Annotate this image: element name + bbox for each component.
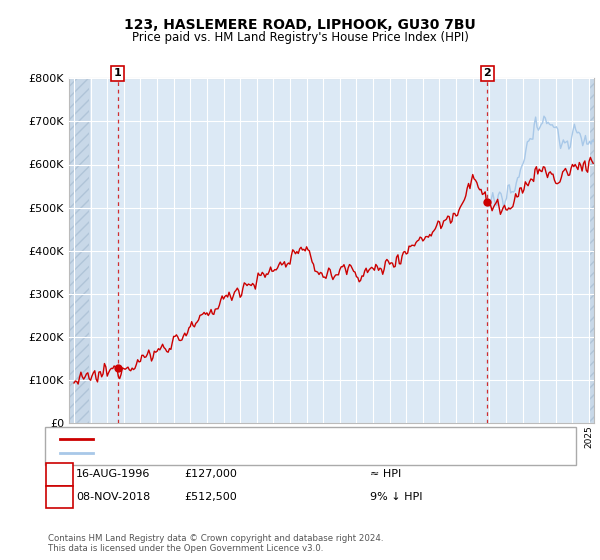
Text: 123, HASLEMERE ROAD, LIPHOOK, GU30 7BU (detached house): 123, HASLEMERE ROAD, LIPHOOK, GU30 7BU (…: [99, 433, 410, 444]
Text: HPI: Average price, detached house, East Hampshire: HPI: Average price, detached house, East…: [99, 448, 357, 458]
Bar: [590, 78, 594, 423]
Text: 2: 2: [483, 68, 491, 78]
Text: 1: 1: [113, 68, 121, 78]
Text: £127,000: £127,000: [184, 469, 237, 479]
Text: 16-AUG-1996: 16-AUG-1996: [76, 469, 151, 479]
Text: 9% ↓ HPI: 9% ↓ HPI: [370, 492, 422, 502]
Bar: [69, 78, 89, 423]
Bar: [69, 78, 89, 423]
Text: Price paid vs. HM Land Registry's House Price Index (HPI): Price paid vs. HM Land Registry's House …: [131, 31, 469, 44]
Text: Contains HM Land Registry data © Crown copyright and database right 2024.
This d: Contains HM Land Registry data © Crown c…: [48, 534, 383, 553]
Text: ≈ HPI: ≈ HPI: [370, 469, 401, 479]
Text: 08-NOV-2018: 08-NOV-2018: [76, 492, 151, 502]
Text: 2: 2: [56, 492, 64, 502]
Text: 1: 1: [56, 469, 64, 479]
Text: £512,500: £512,500: [184, 492, 237, 502]
Bar: [590, 78, 594, 423]
Text: 123, HASLEMERE ROAD, LIPHOOK, GU30 7BU: 123, HASLEMERE ROAD, LIPHOOK, GU30 7BU: [124, 18, 476, 32]
